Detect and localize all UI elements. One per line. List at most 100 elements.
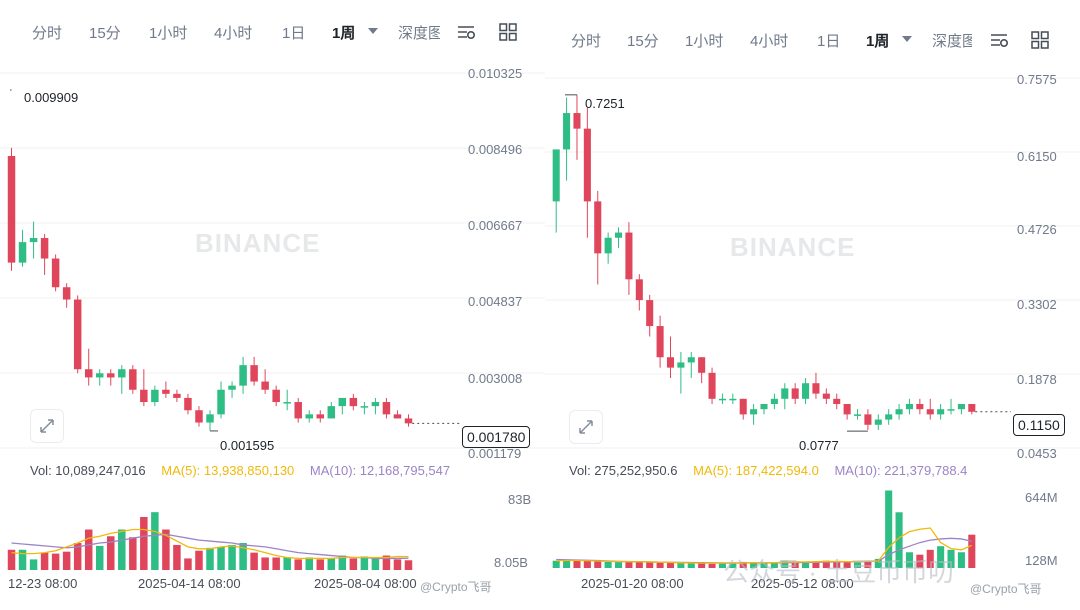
candle-body xyxy=(95,373,104,378)
volume-legend: Vol: 10,089,247,016 MA(5): 13,938,850,13… xyxy=(30,463,462,478)
volume-bar xyxy=(615,561,623,568)
volume-bar xyxy=(162,529,170,570)
volume-bar xyxy=(822,560,830,568)
volume-bar xyxy=(371,558,380,570)
candle-body xyxy=(729,398,737,401)
expand-button[interactable] xyxy=(569,410,603,444)
candle-body xyxy=(604,237,612,254)
candle-body xyxy=(864,414,872,425)
volume-bar xyxy=(937,546,945,568)
volume-bar xyxy=(594,561,602,568)
volume-bar xyxy=(698,563,706,568)
vol-label: Vol: 275,252,950.6 xyxy=(569,463,678,478)
volume-bar xyxy=(382,555,391,570)
candle-body xyxy=(162,389,170,394)
tab-4h[interactable]: 4小时 xyxy=(214,25,253,42)
candle-body xyxy=(750,409,758,415)
expand-icon xyxy=(40,419,54,433)
candle-body xyxy=(666,357,675,368)
tab-depth[interactable]: 深度图 xyxy=(398,25,440,42)
candle-body xyxy=(895,409,903,415)
candle-body xyxy=(563,113,571,150)
candle-body xyxy=(228,385,236,390)
candle-body xyxy=(7,156,16,263)
tab-1h[interactable]: 1小时 xyxy=(685,33,724,50)
ma10-label: MA(10): 12,168,795,547 xyxy=(309,463,451,478)
settings-icon[interactable] xyxy=(456,22,476,42)
candle-body xyxy=(51,258,60,288)
candle-body xyxy=(206,414,214,423)
volume-bar xyxy=(843,561,851,568)
price-axis-label: 0.0453 xyxy=(1017,446,1057,461)
candle-body xyxy=(718,398,726,401)
price-axis-label: 0.008496 xyxy=(468,142,523,157)
tab-depth[interactable]: 深度图 xyxy=(932,33,972,50)
volume-bar xyxy=(250,552,258,570)
volume-bar xyxy=(195,550,203,570)
tab-time[interactable]: 分时 xyxy=(32,25,63,42)
candle-body xyxy=(656,326,664,358)
volume-bar xyxy=(107,536,115,570)
candle-body xyxy=(739,398,747,415)
candle-body xyxy=(283,402,291,404)
ma10-line xyxy=(11,533,409,560)
volume-bar xyxy=(228,544,236,570)
timeframe-tabs: 分时 15分 1小时 4小时 1日 1周 深度图 xyxy=(0,14,545,50)
chevron-down-icon[interactable] xyxy=(902,36,912,42)
candle-body xyxy=(677,362,685,368)
volume-bar xyxy=(305,557,313,570)
candle-body xyxy=(635,279,643,301)
volume-bar xyxy=(360,556,369,570)
price-axis-label: 0.004837 xyxy=(468,294,523,309)
settings-icon[interactable] xyxy=(989,30,1009,50)
volume-bar xyxy=(294,559,302,570)
date-label: 2025-01-20 08:00 xyxy=(581,576,684,591)
price-axis-label: 0.006667 xyxy=(468,218,523,233)
volume-axis-label: 83B xyxy=(508,492,532,507)
candle-body xyxy=(802,383,810,399)
volume-bar xyxy=(718,562,726,568)
volume-legend: Vol: 275,252,950.6 MA(5): 187,422,594.0 … xyxy=(569,463,979,478)
candle-body xyxy=(261,381,269,390)
tab-1w[interactable]: 1周 xyxy=(866,33,890,50)
price-axis-label: 0.6150 xyxy=(1017,149,1057,164)
candle-body xyxy=(173,393,181,398)
chevron-down-icon[interactable] xyxy=(368,28,378,34)
volume-bar xyxy=(791,561,799,568)
candle-body xyxy=(151,389,159,403)
layout-grid-icon[interactable] xyxy=(1030,30,1050,50)
date-label: 2025-04-14 08:00 xyxy=(138,576,241,591)
volume-bar xyxy=(51,553,60,570)
date-label: 12-23 08:00 xyxy=(8,576,78,591)
layout-grid-icon[interactable] xyxy=(498,22,518,42)
tab-4h[interactable]: 4小时 xyxy=(750,33,789,50)
candle-body xyxy=(791,388,799,399)
tab-15m[interactable]: 15分 xyxy=(627,33,659,50)
tab-time[interactable]: 分时 xyxy=(571,33,602,50)
volume-axis-label: 644M xyxy=(1025,490,1058,505)
candle-body xyxy=(217,389,225,415)
volume-bar xyxy=(905,552,913,568)
tab-1w[interactable]: 1周 xyxy=(332,25,356,42)
tab-1d[interactable]: 1日 xyxy=(817,33,841,50)
volume-bar xyxy=(750,562,758,568)
volume-bar xyxy=(84,529,93,570)
candle-body xyxy=(250,365,258,382)
candlestick-chart-left xyxy=(0,72,545,570)
candle-body xyxy=(129,369,137,390)
tab-1d[interactable]: 1日 xyxy=(282,25,306,42)
tab-1h[interactable]: 1小时 xyxy=(149,25,188,42)
price-axis-label: 0.7575 xyxy=(1017,72,1057,87)
low-annotation: 0.001595 xyxy=(220,438,275,453)
expand-button[interactable] xyxy=(30,409,64,443)
volume-bar xyxy=(916,554,924,568)
volume-bar xyxy=(349,558,358,570)
volume-bar xyxy=(184,558,192,570)
date-label: 2025-05-12 08:00 xyxy=(751,576,854,591)
expand-icon xyxy=(579,420,593,434)
volume-bar xyxy=(206,547,214,570)
tab-15m[interactable]: 15分 xyxy=(89,25,121,42)
candle-body xyxy=(926,409,934,415)
volume-bar xyxy=(646,561,654,568)
candle-body xyxy=(708,372,716,399)
